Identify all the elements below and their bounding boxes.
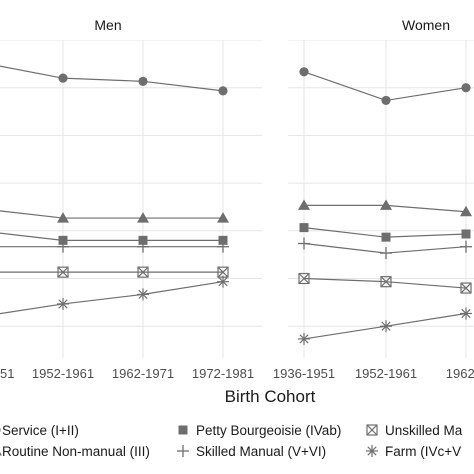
data-point <box>299 67 309 77</box>
series-unskilled-manual-vii <box>0 266 229 278</box>
x-tick-label: 1952-1961 <box>355 366 417 381</box>
data-point <box>0 427 1 433</box>
legend-label: Petty Bourgeoisie (IVab) <box>196 423 341 438</box>
data-point <box>380 247 392 260</box>
data-point <box>57 297 69 310</box>
data-point <box>218 235 228 245</box>
data-point <box>298 332 310 345</box>
panel-title: Women <box>402 17 450 33</box>
series-line <box>0 281 224 315</box>
x-axis-label: Birth Cohort <box>225 387 316 406</box>
x-tick-label: 1972-1981 <box>192 366 254 381</box>
panel-background <box>0 40 262 358</box>
data-point <box>299 223 309 233</box>
x-tick-label: 1952-1961 <box>32 366 94 381</box>
series-farm-ivc-viib <box>0 275 229 315</box>
legend-label: Service (I+II) <box>2 423 79 438</box>
data-point <box>298 199 310 210</box>
series-farm-ivc-viib <box>298 307 472 345</box>
panel-women <box>288 40 474 358</box>
data-point <box>57 266 69 278</box>
data-point <box>380 320 392 333</box>
data-point <box>137 266 149 278</box>
data-point <box>178 425 188 435</box>
data-point <box>57 240 69 253</box>
series-petty-bourgeoisie-ivab <box>299 223 471 242</box>
data-point <box>138 76 148 86</box>
legend-item: Unskilled Ma <box>366 423 463 438</box>
series-petty-bourgeoisie-ivab <box>0 232 228 245</box>
data-point <box>138 235 148 245</box>
series-service-i-ii <box>299 67 471 106</box>
data-point <box>177 445 189 457</box>
legend-label: Routine Non-manual (III) <box>2 444 150 459</box>
legend: Service (I+II) Routine Non-manual (III) Pe… <box>0 423 463 459</box>
data-point <box>461 229 471 239</box>
series-skilled-manual-v-vi <box>298 237 472 260</box>
legend-item: Petty Bourgeoisie (IVab) <box>178 423 341 438</box>
data-point <box>137 212 149 223</box>
series-line <box>0 232 223 241</box>
data-point <box>137 288 149 301</box>
legend-item: Skilled Manual (V+VI) <box>177 444 326 459</box>
x-tick-label: 51 <box>0 366 14 381</box>
data-point <box>460 282 472 294</box>
data-point <box>137 240 149 253</box>
legend-item: Farm (IVc+V <box>366 444 461 459</box>
data-point <box>217 212 229 223</box>
series-unskilled-manual-vii <box>298 272 472 294</box>
legend-label: Unskilled Ma <box>385 423 463 438</box>
data-point <box>217 275 229 288</box>
series-routine-non-manual-iii <box>298 199 472 217</box>
series-routine-non-manual-iii <box>0 210 229 223</box>
panel-title: Men <box>94 17 121 33</box>
data-point <box>380 276 392 288</box>
data-point <box>298 237 310 250</box>
series-line <box>0 65 224 92</box>
legend-item: Routine Non-manual (III) <box>0 444 150 459</box>
data-point <box>0 452 2 456</box>
data-point <box>460 307 472 320</box>
legend-label: Skilled Manual (V+VI) <box>196 444 326 459</box>
panel-men <box>0 40 262 358</box>
data-point <box>298 272 310 285</box>
data-point <box>218 86 228 96</box>
data-point <box>460 205 472 217</box>
data-point <box>460 240 472 253</box>
panel-background <box>288 40 474 358</box>
data-point <box>366 445 378 457</box>
legend-label: Farm (IVc+V <box>385 444 461 459</box>
legend-item: Service (I+II) <box>0 423 79 438</box>
series-service-i-ii <box>0 65 228 96</box>
data-point <box>461 83 471 93</box>
data-point <box>381 232 391 242</box>
data-point <box>58 235 68 245</box>
data-point <box>380 199 392 210</box>
x-tick-label: 1936-1951 <box>273 366 335 381</box>
data-point <box>58 73 68 83</box>
data-point <box>366 424 378 436</box>
series-line <box>0 210 223 219</box>
data-point <box>217 240 229 253</box>
data-point <box>381 95 391 106</box>
x-tick-label: 1962-1 <box>446 366 474 381</box>
x-tick-label: 1962-1971 <box>112 366 174 381</box>
series-skilled-manual-v-vi <box>0 240 229 253</box>
data-point <box>57 212 69 223</box>
